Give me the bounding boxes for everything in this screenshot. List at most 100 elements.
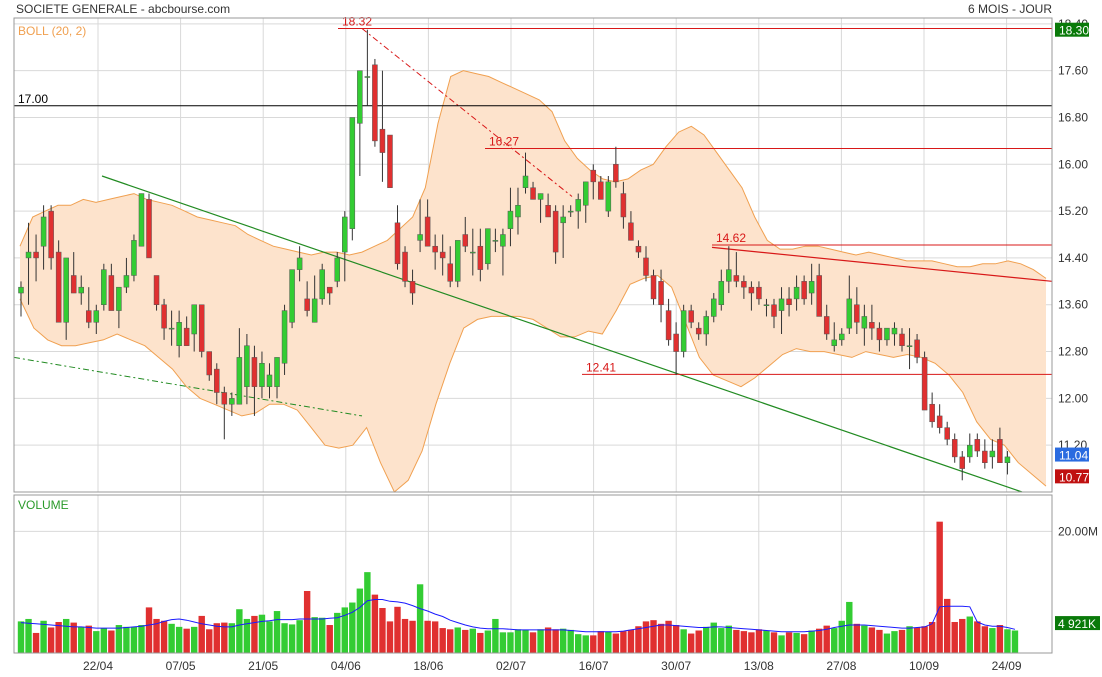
candle-body [251,357,258,387]
x-tick-label: 07/05 [166,659,196,673]
volume-bar [529,632,537,653]
candle-body [748,286,755,294]
price-badge [1055,469,1089,484]
candle-body [146,199,152,259]
candle-body [296,257,303,270]
candle-body [138,193,145,247]
candle-body [229,398,235,405]
volume-bar [582,635,589,653]
volume-bar [213,623,220,653]
candle-body [409,281,416,294]
candle-body [462,234,469,247]
volume-bar [559,628,567,653]
candle-body [688,310,694,323]
volume-bar [808,630,815,653]
candle-body [929,403,935,423]
volume-bar [514,629,522,653]
bollinger-lower-line [19,274,1047,493]
volume-bar [190,626,198,653]
volume-bar [108,630,115,653]
volume-bar [793,632,800,653]
volume-bar [831,628,838,653]
volume-bar [311,617,318,653]
candle-body [583,181,589,206]
volume-bar [981,626,989,653]
volume-bar [40,620,47,653]
candle-body [718,281,725,305]
candle-body [530,187,536,200]
candle-body [334,257,341,282]
level-label: 12.41 [586,360,616,374]
volume-bar [326,625,333,653]
volume-bar [251,615,258,653]
volume-bar [273,611,281,653]
volume-bar [258,614,266,653]
x-tick-label: 13/08 [744,659,774,673]
volume-bar [650,620,657,653]
candle-body [507,210,514,229]
volume-bar [416,584,424,653]
candle-body [906,345,913,347]
volume-badge-label: 4 921K [1058,617,1096,631]
volume-bar [725,625,733,653]
candle-body [244,345,250,387]
volume-bar [356,588,364,653]
volume-bar [85,625,92,653]
candle-body [25,251,32,259]
volume-bar [25,618,32,653]
volume-bar [462,629,469,653]
volume-bar [319,617,326,653]
candle-body [93,310,100,323]
candle-body [680,310,687,352]
candle-body [116,286,122,311]
price-badge-label: 10.77 [1059,470,1089,484]
volume-bar [507,632,514,653]
volume-bar [853,623,861,653]
candle-body [598,181,604,200]
volume-badge [1055,616,1100,631]
candle-body [695,327,702,335]
candle-body [891,327,898,335]
x-tick-label: 24/09 [992,659,1022,673]
y-tick-label: 20.00M [1058,524,1098,538]
candle-body [884,327,890,341]
indicator-label: VOLUME [18,498,69,512]
volume-bar [748,632,755,653]
candle-body [974,439,981,452]
volume-bar [431,621,439,653]
volume-bar [145,607,153,653]
candle-body [470,251,476,254]
y-tick-label: 12.80 [1058,345,1088,359]
volume-bar [612,633,620,653]
volume-bar [959,618,966,653]
candle-body [951,439,958,458]
candle-body [500,234,506,247]
volume-bar [243,618,251,653]
candle-body [567,210,574,213]
candle-body [108,275,115,311]
volume-bar [672,625,680,653]
candle-body [40,216,47,247]
candle-body [18,286,24,294]
candle-body [959,456,965,469]
candle-body [387,134,393,188]
volume-bar [974,621,981,653]
candle-body [921,357,928,411]
volume-bar [642,621,650,653]
volume-bar [17,621,25,653]
candle-body [492,240,499,242]
y-tick-label: 14.40 [1058,251,1088,265]
volume-bar [364,572,371,653]
volume-bar [32,632,40,653]
volume-bar [733,629,740,653]
candle-body [1004,456,1011,463]
volume-bar [898,629,906,653]
level-label: 18.32 [342,15,372,29]
candle-body [402,251,408,282]
volume-bar [627,629,635,653]
candle-body [131,240,137,276]
candle-body [605,181,612,212]
candle-body [439,251,446,259]
volume-bar [868,627,876,653]
candle-body [778,298,785,311]
